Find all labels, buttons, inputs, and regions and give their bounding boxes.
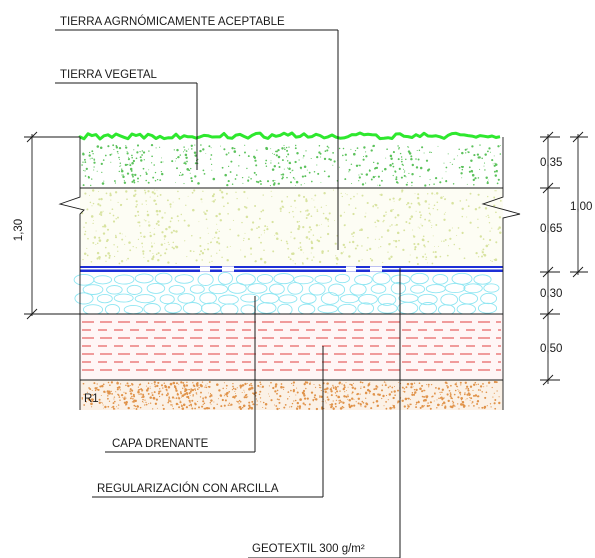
left-break-line (58, 137, 85, 410)
dimension-total-label: 1,30 (13, 219, 25, 241)
drainage-band (80, 266, 503, 272)
dimension-100-label: 1,00 (570, 201, 592, 213)
dimension-035-label: 0,35 (540, 157, 562, 169)
layer-capa-drenante (73, 271, 503, 317)
label-tierra-aceptable: TIERRA AGRNÓMICAMENTE ACEPTABLE (60, 15, 285, 28)
dimension-left-total: 1,30 (13, 131, 80, 320)
label-tierra-vegetal: TIERRA VEGETAL (60, 69, 158, 81)
dimension-030-label: 0,30 (540, 288, 562, 300)
dimension-065-label: 0,65 (540, 223, 562, 235)
layer-tierra-aceptable (80, 188, 503, 268)
label-capa-drenante: CAPA DRENANTE (112, 438, 209, 450)
dimension-050-label: 0,50 (540, 343, 562, 355)
label-geotextil: GEOTEXTIL 300 g/m² (252, 543, 365, 555)
layer-terreno-r1 (80, 380, 503, 411)
dimension-right-chain (540, 131, 588, 386)
layer-regularizacion-arcilla (80, 314, 503, 380)
label-r1: R1 (84, 393, 99, 405)
right-break-line (481, 137, 521, 410)
label-regularizacion: REGULARIZACIÓN CON ARCILLA (97, 482, 279, 495)
layer-tierra-vegetal (80, 137, 503, 188)
grass-surface-line (78, 131, 501, 141)
